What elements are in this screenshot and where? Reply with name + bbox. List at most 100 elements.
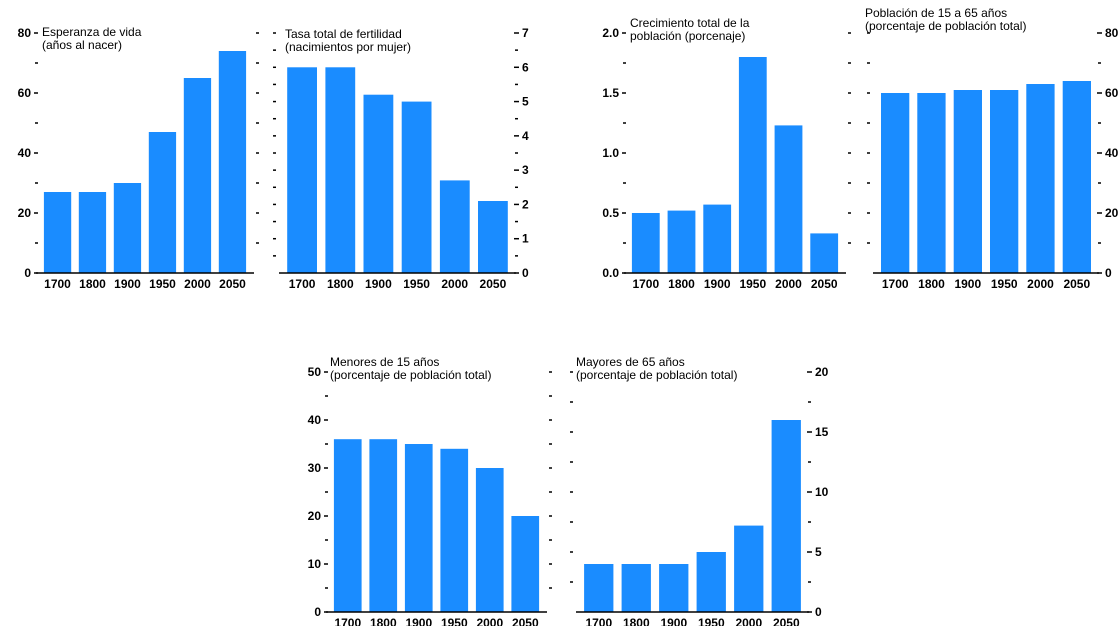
y-tick-label: 2: [522, 197, 529, 211]
chart-title-line: Tasa total de fertilidad: [285, 27, 402, 41]
x-tick-label: 2000: [1027, 277, 1054, 291]
y-tick-label: 60: [1105, 86, 1119, 100]
x-tick-label: 1900: [660, 616, 687, 626]
chart-title-line: Esperanza de vida: [42, 25, 142, 39]
y-tick-label: 20: [18, 206, 32, 220]
y-tick-label: 80: [1105, 26, 1119, 40]
y-tick-label: 0.5: [602, 206, 619, 220]
x-tick-label: 1700: [585, 616, 612, 626]
y-tick-label: 10: [308, 557, 322, 571]
bar: [369, 439, 398, 612]
chart-title-line: Menores de 15 años: [330, 355, 439, 369]
x-tick-label: 2050: [1063, 277, 1090, 291]
bar: [475, 468, 504, 612]
x-tick-label: 1800: [623, 616, 650, 626]
bar: [696, 552, 726, 612]
bar: [631, 213, 660, 273]
y-tick-label: 10: [815, 485, 829, 499]
x-tick-label: 1800: [327, 277, 354, 291]
y-tick-label: 40: [18, 146, 32, 160]
y-tick-label: 0: [815, 605, 822, 619]
x-tick-label: 1800: [370, 616, 397, 626]
x-tick-label: 1700: [882, 277, 909, 291]
bar: [621, 564, 651, 612]
y-tick-label: 0: [24, 266, 31, 280]
y-tick-label: 50: [308, 365, 322, 379]
y-tick-label: 0: [314, 605, 321, 619]
bar: [659, 564, 689, 612]
x-tick-label: 1900: [704, 277, 731, 291]
x-tick-label: 2050: [512, 616, 539, 626]
bar: [953, 90, 982, 273]
x-tick-label: 1800: [918, 277, 945, 291]
bar: [183, 78, 212, 273]
y-tick-label: 20: [1105, 206, 1119, 220]
x-tick-label: 1800: [79, 277, 106, 291]
bar: [734, 525, 764, 612]
bar: [401, 101, 432, 273]
bar: [990, 90, 1019, 273]
bar: [440, 448, 469, 612]
y-tick-label: 60: [18, 86, 32, 100]
chart-title-line: Mayores de 65 años: [576, 355, 685, 369]
y-tick-label: 1.5: [602, 86, 619, 100]
chart-panel-1: Esperanza de vida(años al nacer) 1700 1800…: [18, 25, 259, 291]
y-tick-label: 5: [522, 95, 529, 109]
chart-title-line: Crecimiento total de la: [630, 16, 750, 30]
bar: [881, 93, 910, 273]
x-tick-label: 2000: [441, 277, 468, 291]
y-tick-label: 20: [815, 365, 829, 379]
y-tick-label: 15: [815, 425, 829, 439]
bar: [287, 67, 317, 273]
x-tick-label: 1900: [405, 616, 432, 626]
y-tick-label: 0.0: [602, 266, 619, 280]
y-tick-label: 40: [308, 413, 322, 427]
bar: [148, 132, 177, 273]
bar: [1026, 84, 1055, 273]
y-tick-label: 6: [522, 60, 529, 74]
x-tick-label: 1950: [149, 277, 176, 291]
y-tick-label: 1.0: [602, 146, 619, 160]
x-tick-label: 1950: [698, 616, 725, 626]
bar: [738, 57, 767, 273]
y-tick-label: 1: [522, 232, 529, 246]
chart-panel-4: Población de 15 a 65 años(porcentaje de …: [865, 6, 1119, 291]
bar: [78, 192, 107, 273]
x-tick-label: 1950: [991, 277, 1018, 291]
chart-title-line: Población de 15 a 65 años: [865, 6, 1007, 20]
y-tick-label: 40: [1105, 146, 1119, 160]
x-tick-label: 1800: [668, 277, 695, 291]
bar: [1062, 81, 1091, 273]
y-tick-label: 0: [1105, 266, 1112, 280]
bar: [774, 125, 803, 274]
y-tick-label: 2.0: [602, 26, 619, 40]
x-tick-label: 1700: [632, 277, 659, 291]
chart-panel-2: Tasa total de fertilidad(nacimientos por…: [273, 26, 529, 291]
bar: [810, 233, 839, 273]
x-tick-label: 1900: [365, 277, 392, 291]
bar: [333, 439, 362, 612]
chart-title-line: población (porcenaje): [630, 29, 745, 43]
x-tick-label: 2050: [811, 277, 838, 291]
y-tick-label: 4: [522, 129, 529, 143]
x-tick-label: 1900: [114, 277, 141, 291]
x-tick-label: 1700: [289, 277, 316, 291]
chart-title-line: (años al nacer): [42, 38, 122, 52]
bar: [363, 94, 394, 273]
x-tick-label: 1950: [441, 616, 468, 626]
y-tick-label: 30: [308, 461, 322, 475]
x-tick-label: 1950: [739, 277, 766, 291]
bar: [218, 51, 247, 273]
x-tick-label: 2000: [476, 616, 503, 626]
x-tick-label: 1900: [954, 277, 981, 291]
x-tick-label: 2000: [184, 277, 211, 291]
bar: [478, 201, 508, 273]
bar: [325, 67, 356, 273]
bar: [667, 210, 696, 273]
chart-title-line: (porcentaje de población total): [865, 19, 1026, 33]
chart-panel-5: Menores de 15 años(porcentaje de poblaci…: [308, 355, 552, 626]
bar: [113, 183, 142, 273]
y-tick-label: 0: [522, 266, 529, 280]
y-tick-label: 3: [522, 163, 529, 177]
